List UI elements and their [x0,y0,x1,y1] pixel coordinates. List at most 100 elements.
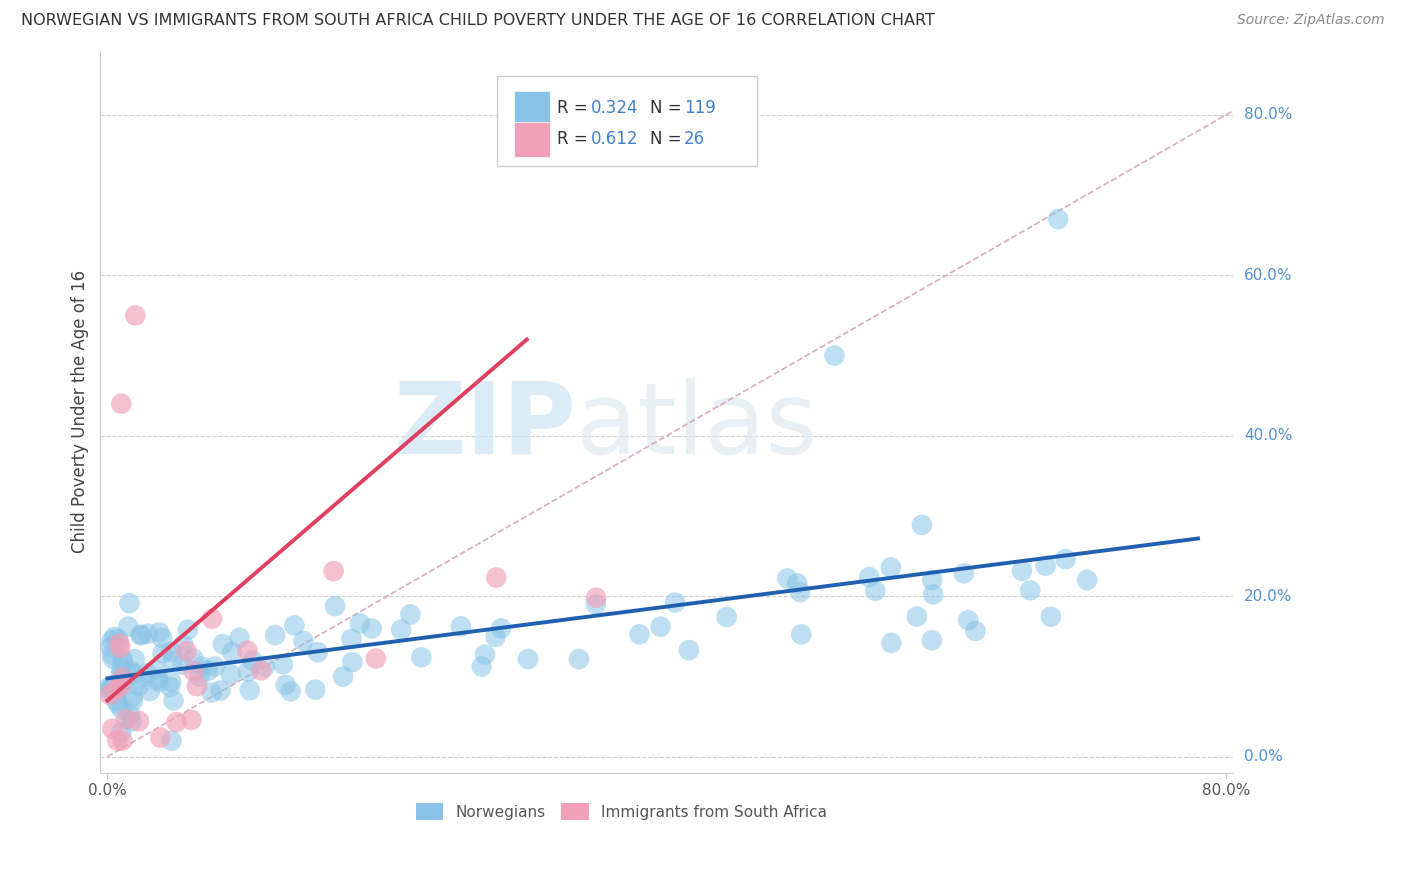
Point [236,644,259,658]
Point [201,612,224,626]
Point [160,674,183,689]
Point [152,646,174,660]
Point [360,621,382,635]
Point [304,682,326,697]
Point [228,631,250,645]
Point [131,628,153,642]
Text: 119: 119 [683,99,716,118]
Point [585,597,607,611]
Point [399,607,422,622]
Point [148,675,170,690]
Point [120,714,142,729]
Point [1035,558,1057,573]
Point [162,654,184,668]
Point [664,595,686,609]
Point [105,733,128,747]
Point [921,633,943,648]
Point [1076,573,1098,587]
Text: N =: N = [650,130,686,148]
Point [322,564,344,578]
Point [159,680,181,694]
Point [880,636,903,650]
Point [307,645,329,659]
Text: 0.324: 0.324 [591,99,638,118]
Point [111,702,134,716]
Point [104,683,127,698]
Point [332,670,354,684]
Point [789,585,811,599]
Point [128,714,150,729]
Point [98,683,121,698]
FancyBboxPatch shape [496,76,758,166]
Point [172,657,194,672]
Point [264,628,287,642]
Point [105,693,128,707]
Point [823,349,845,363]
Point [122,666,145,681]
Point [965,624,987,638]
Point [165,714,187,729]
Point [101,648,124,662]
Point [204,659,226,673]
Point [118,596,141,610]
Point [209,683,232,698]
Point [117,619,139,633]
Point [150,631,173,645]
Point [110,725,132,739]
Text: 60.0%: 60.0% [1244,268,1292,283]
Point [450,619,472,633]
Text: 80.0%: 80.0% [1244,107,1292,122]
Point [776,571,799,585]
Point [911,517,934,532]
Text: 40.0%: 40.0% [1244,428,1292,443]
Point [162,693,184,707]
Point [128,679,150,693]
Point [101,722,124,736]
Text: NORWEGIAN VS IMMIGRANTS FROM SOUTH AFRICA CHILD POVERTY UNDER THE AGE OF 16 CORR: NORWEGIAN VS IMMIGRANTS FROM SOUTH AFRIC… [21,13,935,29]
Point [242,654,264,668]
Point [188,670,211,684]
Point [517,652,540,666]
Point [97,681,120,695]
Point [471,659,494,673]
Point [121,693,143,707]
Point [110,662,132,676]
Point [112,673,135,687]
Point [98,688,121,702]
Point [110,678,132,692]
Point [129,628,152,642]
Point [219,667,242,681]
Point [108,679,131,693]
Point [1047,212,1070,227]
Point [101,651,124,665]
Point [865,583,887,598]
Point [143,663,166,677]
Point [271,657,294,672]
Point [250,664,273,678]
Point [108,675,131,690]
Point [176,644,198,658]
Point [103,630,125,644]
Point [111,655,134,669]
Point [957,613,980,627]
Point [236,665,259,679]
Point [121,690,143,704]
Point [283,618,305,632]
Point [100,681,122,695]
Point [183,665,205,679]
Point [485,570,508,584]
Point [790,627,813,641]
Point [124,309,146,323]
Point [922,587,945,601]
Point [274,678,297,692]
Point [135,666,157,681]
Point [253,659,276,673]
Point [880,560,903,574]
Point [1019,583,1042,598]
Point [160,645,183,659]
Point [323,599,346,613]
Point [149,731,172,745]
Point [212,637,235,651]
Point [786,576,808,591]
Text: ZIP: ZIP [394,377,576,475]
